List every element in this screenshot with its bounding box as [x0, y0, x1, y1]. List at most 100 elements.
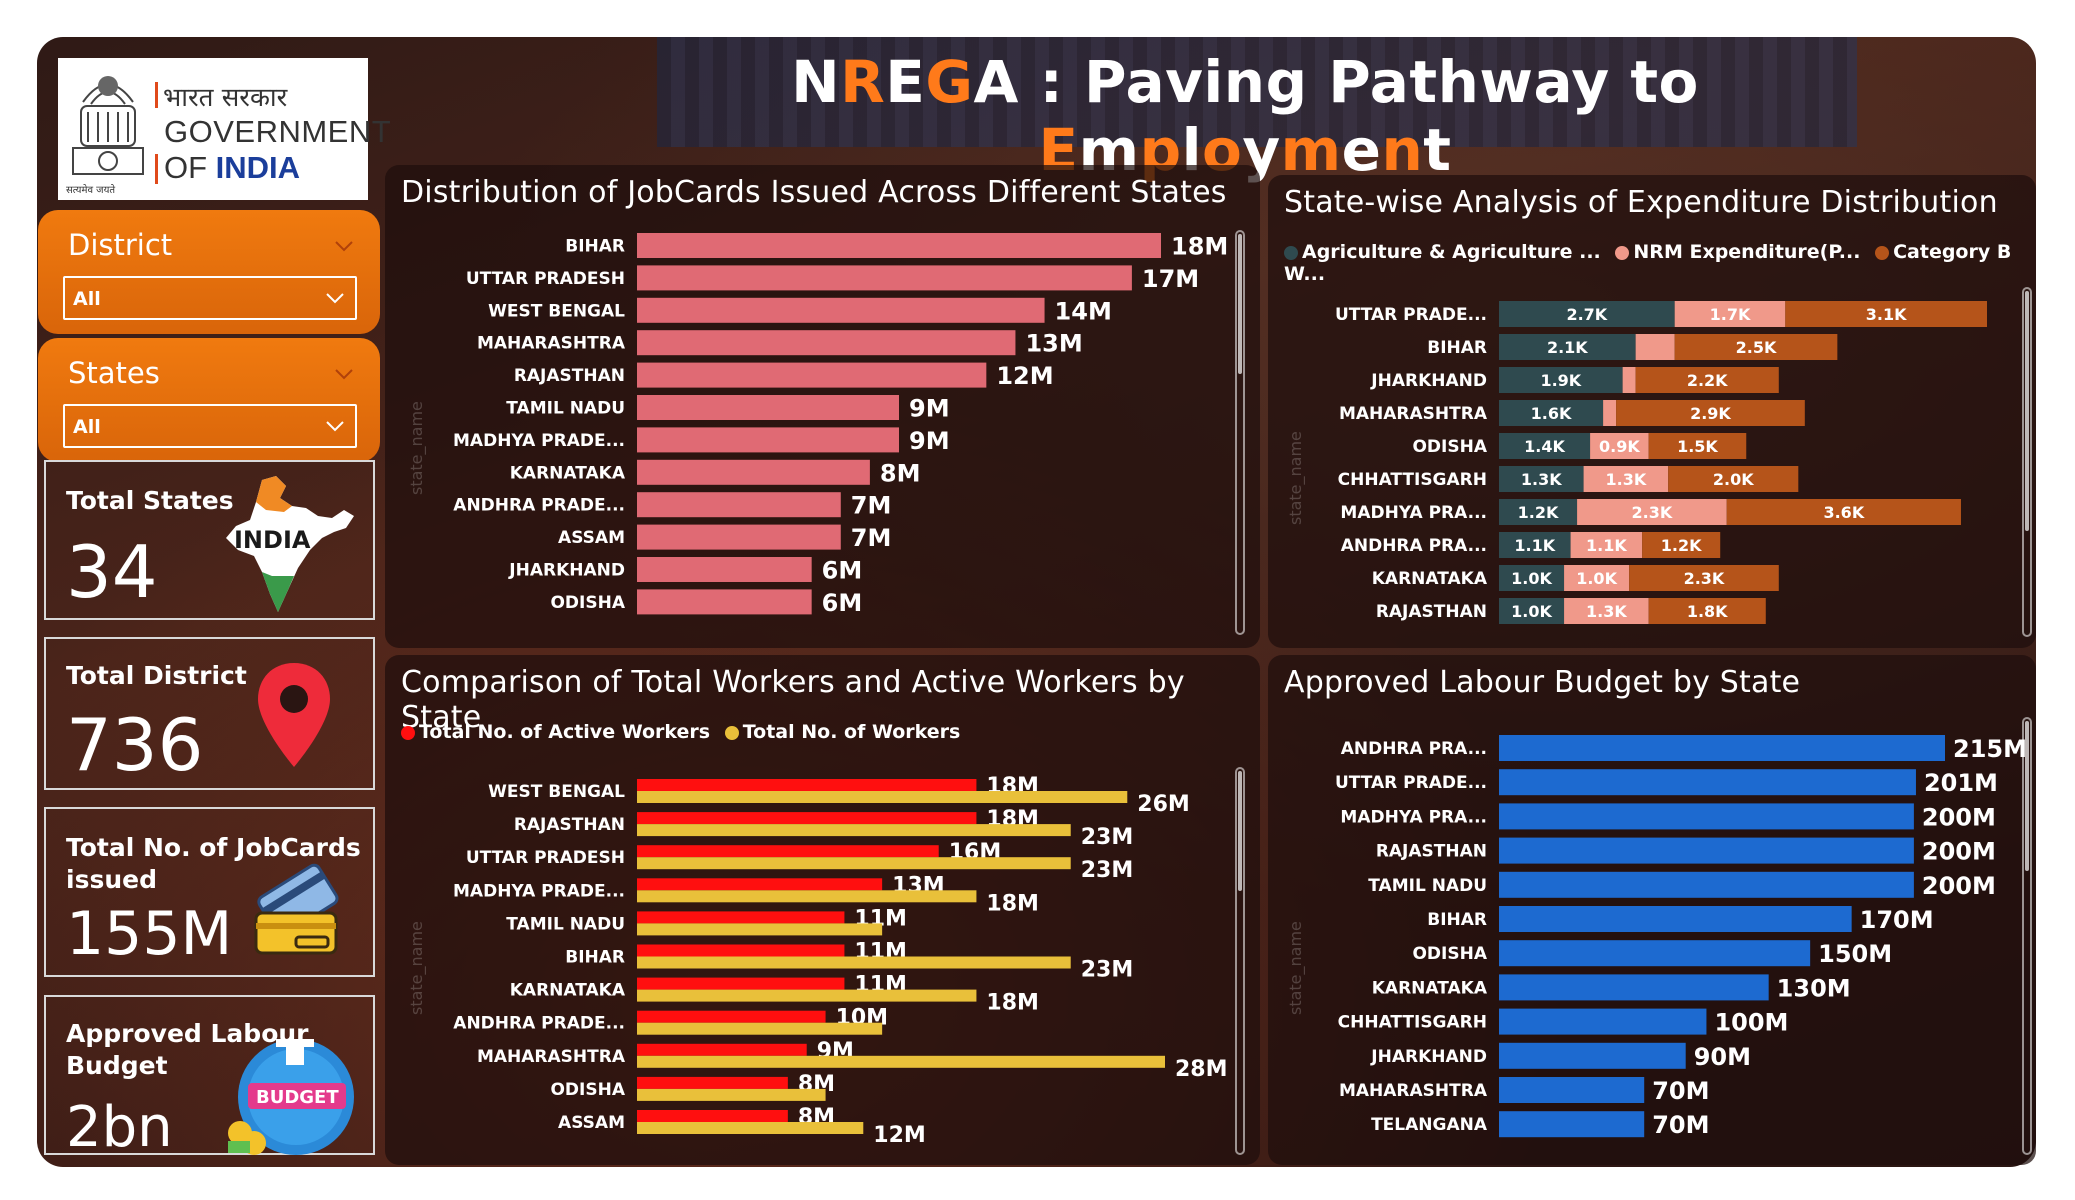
workers-legend: Total No. of Active Workers Total No. of…: [401, 721, 968, 743]
category-label: ANDHRA PRA...: [1341, 739, 1487, 759]
stacked-bar-segment: [1499, 466, 1584, 492]
jobcards-label-line2: issued: [66, 865, 157, 894]
data-label: 90M: [1694, 1043, 1751, 1071]
approved-labour-budget-card: Approved Labour Budget 2bn BUDGET: [44, 995, 375, 1160]
category-label: ODISHA: [550, 593, 625, 613]
category-label: KARNATAKA: [1372, 569, 1488, 589]
data-label: 1.7K: [1710, 305, 1751, 324]
labour-budget-label-line2: Budget: [66, 1051, 168, 1080]
workers-scroll-thumb[interactable]: [1238, 771, 1242, 891]
category-label: MADHYA PRA...: [1340, 807, 1487, 827]
bar: [637, 845, 939, 858]
data-label: 1.5K: [1677, 437, 1718, 456]
stacked-bar-segment: [1570, 532, 1643, 558]
stacked-bar-segment: [1635, 334, 1675, 360]
expenditure-chart-panel: State-wise Analysis of Expenditure Distr…: [1268, 175, 2036, 648]
data-label: 1.0K: [1511, 602, 1552, 621]
chevron-down-icon[interactable]: [334, 236, 354, 256]
bar: [637, 1122, 864, 1134]
stacked-bar-segment: [1642, 532, 1721, 558]
stacked-bar-segment: [1674, 334, 1838, 360]
legend-active-workers[interactable]: Total No. of Active Workers: [401, 721, 710, 743]
category-label: UTTAR PRADESH: [466, 848, 625, 868]
stacked-bar-segment: [1577, 499, 1727, 525]
background-roof: [657, 37, 1857, 147]
legend-category-b[interactable]: Category B W...: [1284, 241, 2012, 285]
budget-icon: BUDGET: [228, 1039, 354, 1155]
expenditure-scrollbar[interactable]: [2022, 287, 2032, 637]
data-label: 2.1K: [1547, 338, 1588, 357]
data-label: 1.3K: [1606, 470, 1647, 489]
total-district-value: 736: [66, 703, 204, 787]
data-label: 18M: [986, 891, 1039, 916]
total-states-card: Total States 34 INDIA: [44, 460, 375, 620]
legend-agriculture[interactable]: Agriculture & Agriculture ...: [1284, 241, 1601, 263]
bar: [637, 589, 812, 615]
credit-card-icon: [254, 863, 339, 955]
category-label: ANDHRA PRADE...: [453, 496, 625, 516]
data-label: 6M: [822, 589, 863, 617]
total-jobcards-card: Total No. of JobCards issued 155M: [44, 807, 375, 977]
india-map-text: INDIA: [234, 526, 311, 554]
total-jobcards-value: 155M: [66, 899, 233, 969]
title-part: m: [1280, 116, 1342, 184]
bar: [637, 824, 1071, 837]
bar: [637, 557, 812, 582]
jobcards-scroll-thumb[interactable]: [1238, 234, 1242, 374]
category-label: MADHYA PRA...: [1340, 503, 1487, 523]
bar: [637, 1010, 826, 1023]
bar: [637, 265, 1132, 291]
states-dropdown[interactable]: All: [63, 404, 357, 448]
bar: [1499, 837, 1914, 864]
legend-nrm-expenditure[interactable]: NRM Expenditure(P...: [1615, 241, 1860, 263]
total-district-label: Total District: [66, 661, 247, 690]
category-label: WEST BENGAL: [488, 301, 625, 321]
bar: [637, 1022, 883, 1035]
jobcards-scrollbar[interactable]: [1235, 230, 1245, 635]
data-label: 9M: [909, 395, 950, 423]
budget-scrollbar[interactable]: [2022, 717, 2032, 1155]
jobcards-bar-chart: BIHAR 18M UTTAR PRADESH 17M WEST BENGAL 14M MA…: [453, 233, 1228, 617]
states-slicer-label: States: [68, 356, 160, 390]
bar: [637, 297, 1045, 323]
district-slicer: District All: [38, 210, 380, 334]
data-label: 1.1K: [1514, 536, 1555, 555]
data-label: 18M: [986, 991, 1039, 1016]
stacked-bar-segment: [1674, 301, 1786, 327]
stacked-bar-segment: [1499, 532, 1571, 558]
expenditure-scroll-thumb[interactable]: [2025, 291, 2029, 531]
bar: [637, 989, 977, 1002]
bar: [637, 1088, 826, 1101]
legend-total-workers[interactable]: Total No. of Workers: [724, 721, 960, 743]
bar: [637, 944, 845, 957]
bar: [637, 1076, 788, 1089]
expenditure-legend: Agriculture & Agriculture ... NRM Expend…: [1284, 241, 2036, 285]
data-label: 26M: [1137, 792, 1190, 817]
bar: [637, 1055, 1165, 1068]
data-label: 201M: [1924, 769, 1998, 797]
bar: [637, 911, 845, 924]
data-label: 1.3K: [1521, 470, 1562, 489]
workers-grouped-bar-chart: WEST BENGAL 18M 26M RAJASTHAN 18M 23M UTTAR PR…: [453, 774, 1228, 1148]
workers-scrollbar[interactable]: [1235, 767, 1245, 1155]
budget-chart-title: Approved Labour Budget by State: [1284, 665, 1801, 700]
category-label: KARNATAKA: [1372, 978, 1488, 998]
budget-scroll-thumb[interactable]: [2025, 721, 2029, 871]
district-dropdown[interactable]: All: [63, 276, 357, 320]
labour-budget-label-line1: Approved Labour: [66, 1019, 309, 1048]
category-label: CHHATTISGARH: [1338, 470, 1487, 490]
data-label: 1.1K: [1586, 536, 1627, 555]
category-label: UTTAR PRADE...: [1335, 773, 1487, 793]
bar: [637, 427, 899, 453]
bar: [1499, 1042, 1686, 1069]
government-of-india-logo: भारत सरकार GOVERNMENT OF INDIA सत्यमेव ज…: [58, 58, 391, 200]
stacked-bar-segment: [1629, 565, 1779, 591]
bar: [637, 330, 1016, 356]
category-label: KARNATAKA: [510, 981, 626, 1001]
bar: [637, 857, 1071, 870]
chevron-down-icon: [326, 421, 344, 432]
logo-hindi-text: भारत सरकार: [163, 83, 288, 113]
data-label: 1.3K: [1586, 602, 1627, 621]
chevron-down-icon[interactable]: [334, 364, 354, 384]
title-part: t: [1423, 116, 1452, 184]
